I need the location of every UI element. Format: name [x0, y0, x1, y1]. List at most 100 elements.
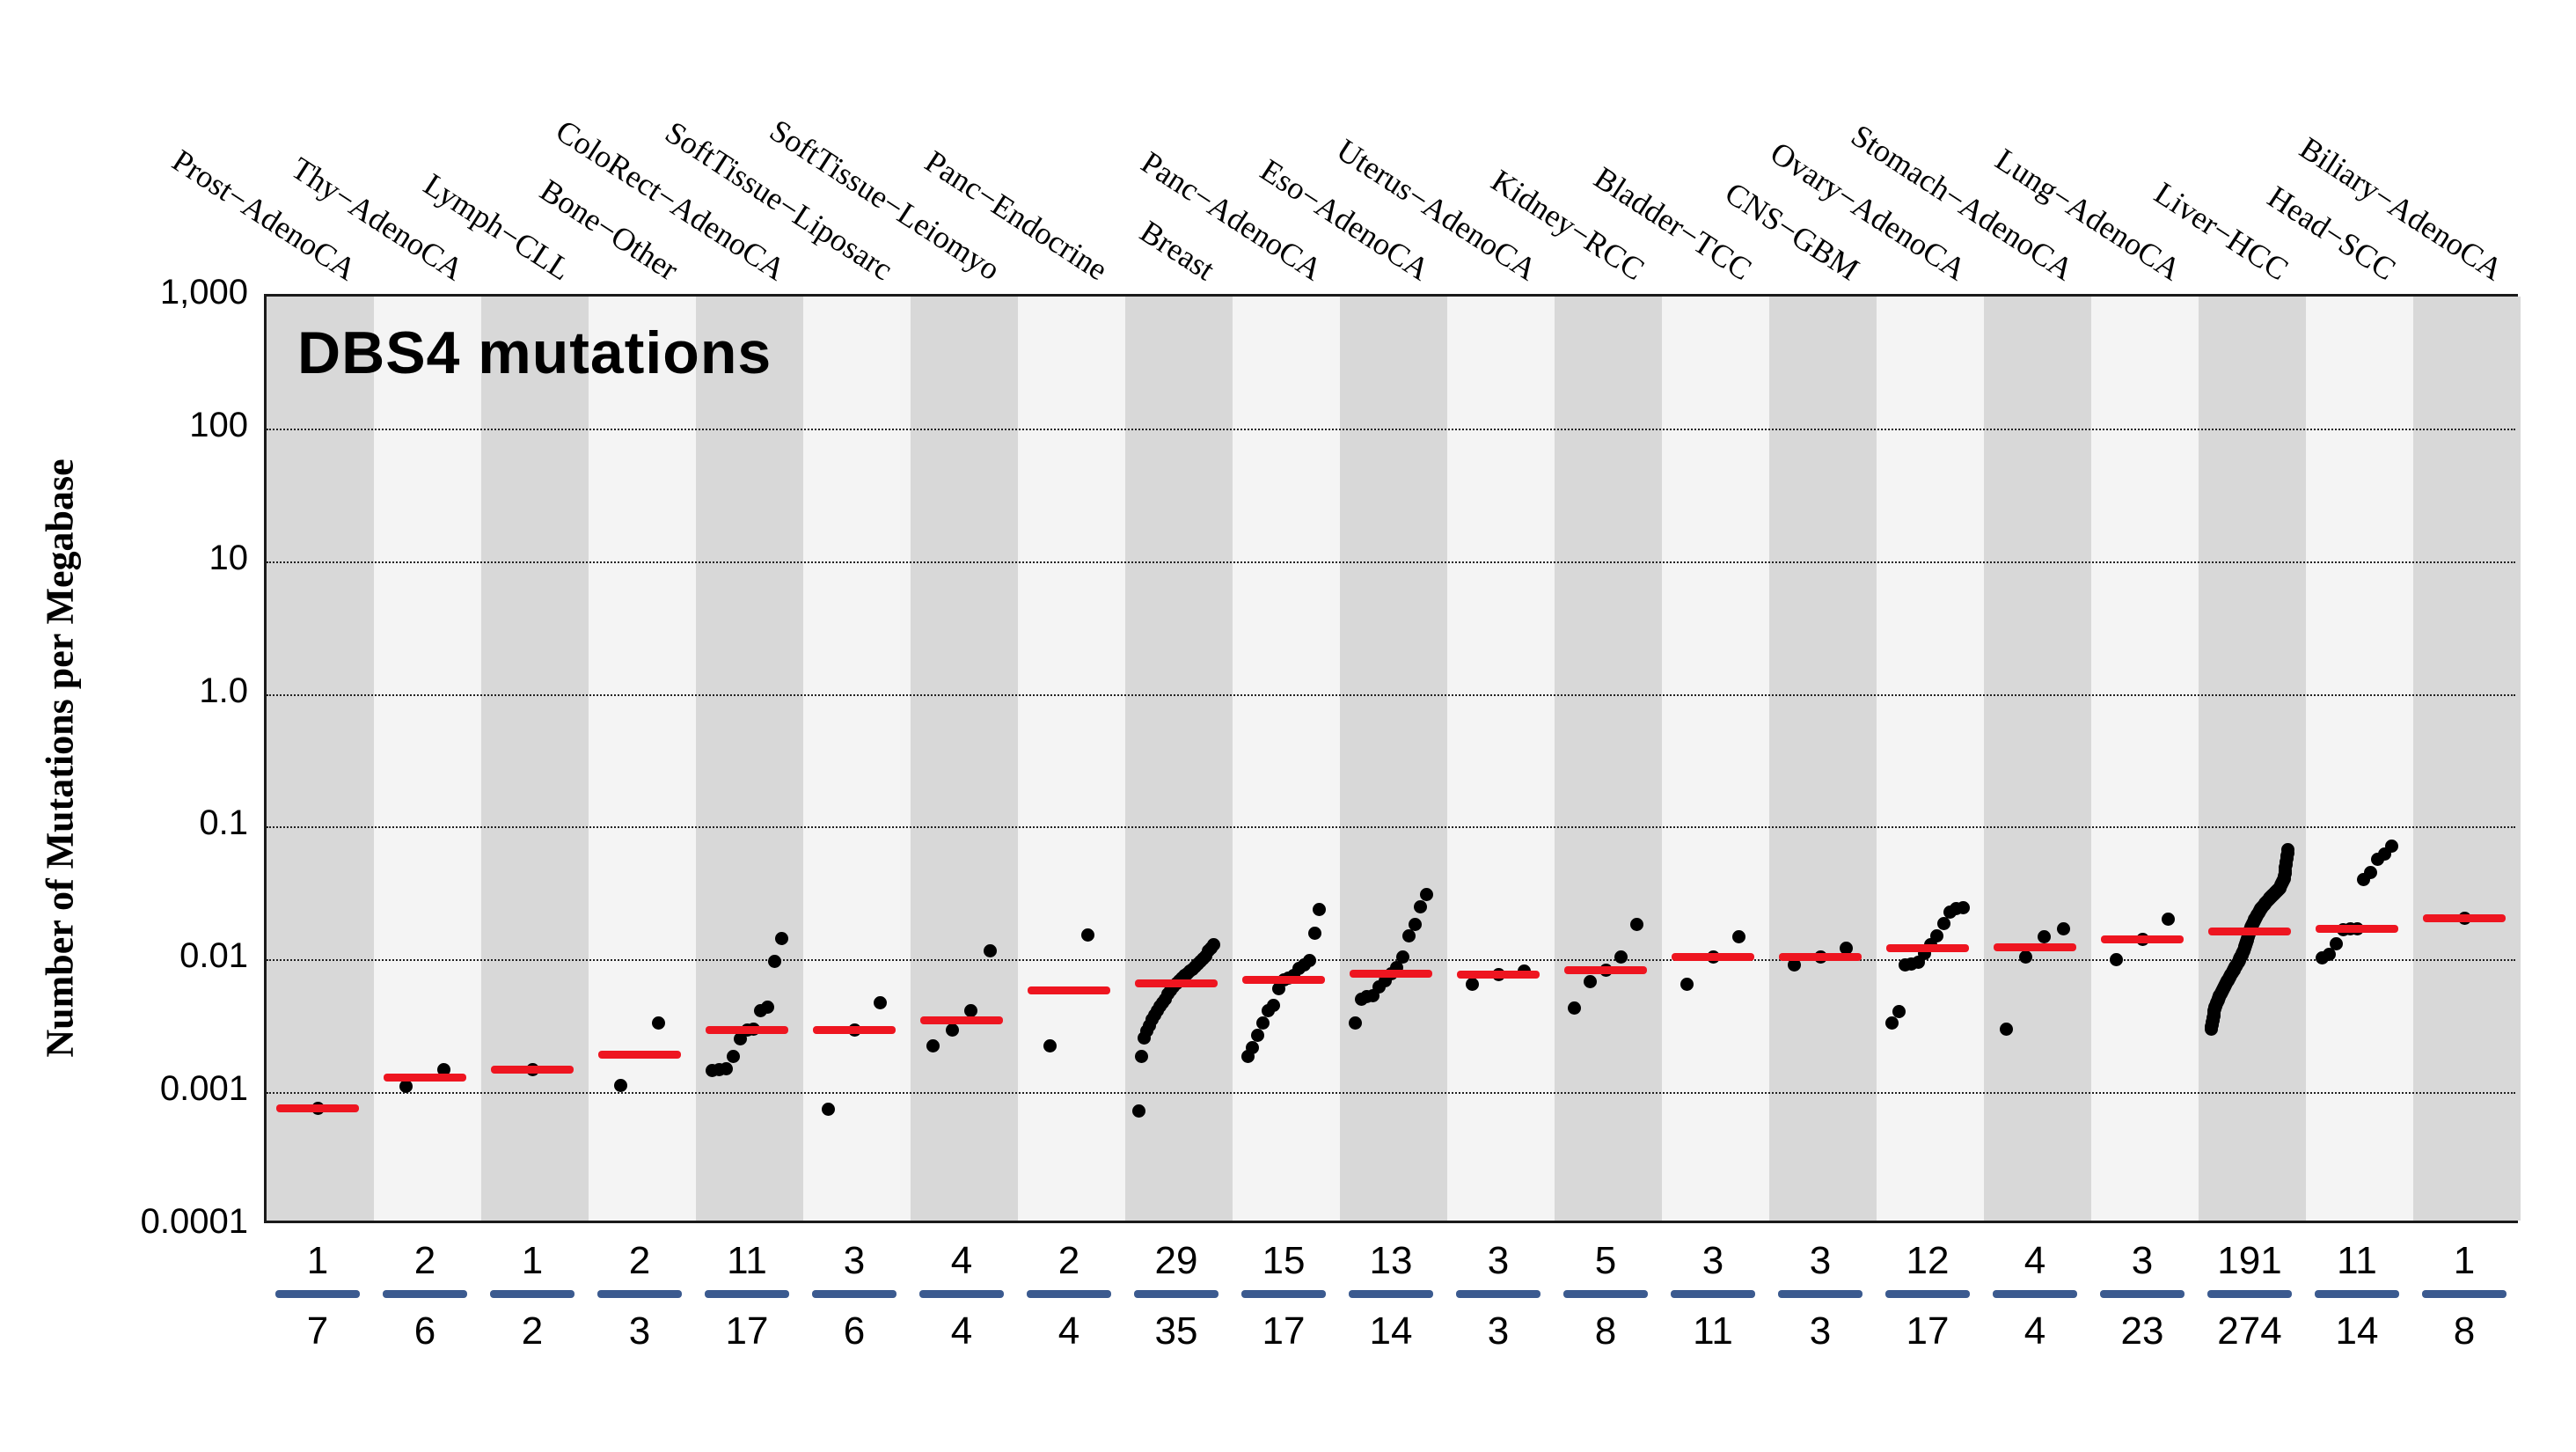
fraction-denominator: 3	[1487, 1309, 1510, 1353]
median-line	[1994, 942, 2076, 951]
median-line	[2101, 935, 2184, 943]
sample-dot	[1246, 1041, 1260, 1055]
column-shading-band	[1984, 297, 2091, 1221]
sample-dot	[1396, 950, 1409, 964]
sample-dot	[2322, 947, 2336, 961]
fraction-denominator: 23	[2120, 1309, 2164, 1353]
fraction-bar	[275, 1290, 360, 1298]
sample-dot	[2385, 840, 2399, 854]
y-tick-label: 0.0001	[140, 1202, 248, 1241]
sample-dot	[2018, 950, 2032, 964]
y-tick-label: 0.1	[199, 803, 248, 843]
fraction-bar	[2207, 1290, 2292, 1298]
fraction-denominator: 11	[1693, 1309, 1733, 1353]
sample-dot	[1614, 950, 1628, 964]
fraction-denominator: 274	[2217, 1309, 2282, 1353]
fraction-bar	[1993, 1290, 2077, 1298]
fraction-numerator: 3	[1701, 1239, 1724, 1282]
fraction-bar	[1671, 1290, 1755, 1298]
fraction-numerator: 11	[727, 1239, 767, 1282]
median-line	[2423, 914, 2506, 923]
gridline	[267, 826, 2515, 829]
fraction-numerator: 3	[843, 1239, 866, 1282]
sample-dot	[984, 943, 998, 957]
y-tick-label: 0.001	[159, 1069, 248, 1109]
column-shading-band	[2091, 297, 2199, 1221]
fraction-bar	[2100, 1290, 2184, 1298]
fraction-denominator: 17	[1906, 1309, 1950, 1353]
fraction-denominator: 7	[306, 1309, 329, 1353]
fraction-bar	[1241, 1290, 1326, 1298]
median-line	[276, 1104, 359, 1113]
gridline	[267, 561, 2515, 563]
sample-dot	[1936, 917, 1950, 931]
sample-dot	[1414, 900, 1428, 914]
fraction-denominator: 14	[2335, 1309, 2379, 1353]
sample-dot	[1731, 929, 1745, 943]
fraction-numerator: 1	[521, 1239, 544, 1282]
sample-dot	[1839, 942, 1853, 956]
fraction-denominator: 4	[1057, 1309, 1080, 1353]
plot-area	[264, 294, 2521, 1223]
sample-dot	[1788, 958, 1802, 972]
fraction-numerator: 29	[1154, 1239, 1198, 1282]
fraction-bar	[597, 1290, 682, 1298]
column-shading-band	[911, 297, 1018, 1221]
chart-title: DBS4 mutations	[297, 319, 772, 386]
column-shading-band	[1233, 297, 1340, 1221]
median-line	[1350, 969, 1432, 978]
fraction-numerator: 2	[413, 1239, 436, 1282]
column-shading-band	[374, 297, 481, 1221]
fraction-denominator: 4	[2023, 1309, 2046, 1353]
median-line	[384, 1073, 466, 1082]
sample-dot	[2329, 936, 2343, 950]
fraction-bar	[2422, 1290, 2506, 1298]
fraction-denominator: 6	[843, 1309, 866, 1353]
fraction-bar	[705, 1290, 789, 1298]
fraction-numerator: 15	[1262, 1239, 1306, 1282]
sample-dot	[2038, 930, 2052, 944]
fraction-bar	[812, 1290, 896, 1298]
fraction-bar	[1885, 1290, 1970, 1298]
column-shading-band	[1340, 297, 1447, 1221]
median-line	[1457, 970, 1540, 979]
fraction-denominator: 3	[1809, 1309, 1832, 1353]
median-line	[813, 1025, 896, 1034]
fraction-bar	[383, 1290, 467, 1298]
category-label: Panc−AdenoCA	[1134, 144, 1328, 288]
sample-dot	[437, 1062, 451, 1076]
column-shading-band	[2413, 297, 2521, 1221]
gridline	[267, 428, 2515, 430]
sample-dot	[775, 931, 789, 945]
fraction-denominator: 2	[521, 1309, 544, 1353]
y-tick-label: 1,000	[159, 273, 248, 312]
sample-dot	[2364, 865, 2378, 879]
fraction-denominator: 8	[2453, 1309, 2476, 1353]
median-line	[1028, 986, 1110, 995]
sample-dot	[1256, 1016, 1270, 1030]
fraction-denominator: 3	[628, 1309, 651, 1353]
fraction-numerator: 1	[306, 1239, 329, 1282]
sample-dot	[873, 996, 887, 1010]
sample-dot	[1043, 1039, 1057, 1053]
column-shading-band	[1018, 297, 1125, 1221]
column-shading-band	[1125, 297, 1233, 1221]
fraction-denominator: 6	[413, 1309, 436, 1353]
fraction-numerator: 4	[2023, 1239, 2046, 1282]
y-tick-label: 100	[189, 405, 248, 444]
fraction-numerator: 191	[2217, 1239, 2282, 1282]
sample-dot	[761, 1000, 775, 1014]
fraction-denominator: 17	[725, 1309, 769, 1353]
category-label: Lung−AdenoCA	[1988, 141, 2187, 288]
sample-dot	[1568, 1001, 1582, 1015]
column-shading-band	[1769, 297, 1877, 1221]
fraction-numerator: 5	[1594, 1239, 1617, 1282]
median-line	[1564, 965, 1647, 974]
column-shading-band	[2306, 297, 2413, 1221]
sample-dot	[1956, 900, 1970, 914]
median-line	[1886, 944, 1969, 953]
median-line	[920, 1016, 1003, 1025]
median-line	[1779, 953, 1862, 962]
median-line	[598, 1050, 681, 1059]
